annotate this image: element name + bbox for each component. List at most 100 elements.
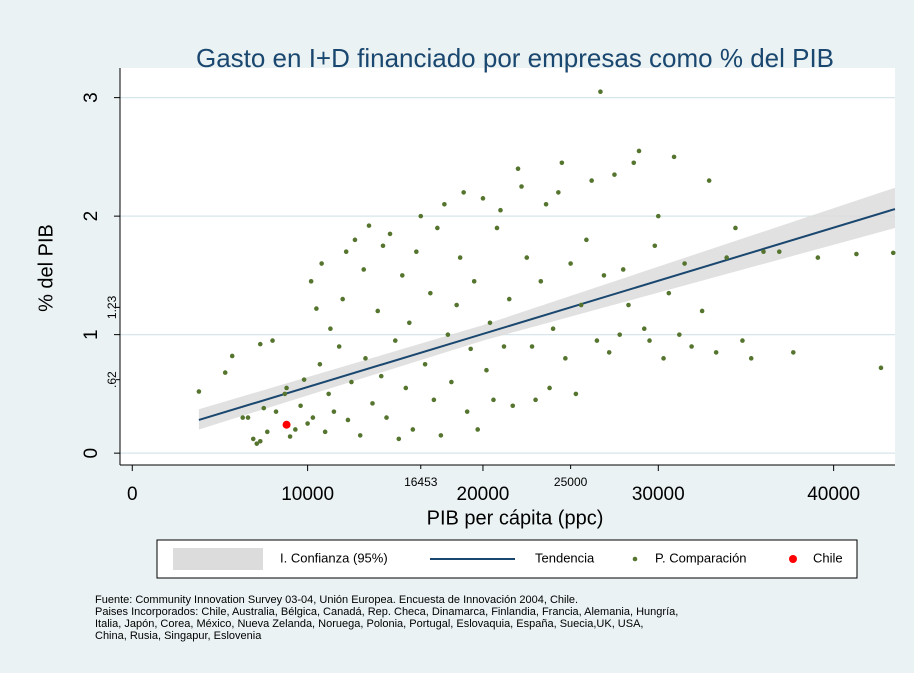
point bbox=[293, 427, 298, 432]
point bbox=[349, 379, 354, 385]
point bbox=[270, 338, 275, 343]
point bbox=[343, 249, 349, 254]
note-line: China, Rusia, Singapur, Eslovenia bbox=[95, 630, 262, 642]
point bbox=[301, 377, 307, 382]
legend-swatch bbox=[173, 548, 263, 570]
point bbox=[740, 338, 745, 343]
point bbox=[761, 249, 766, 254]
point bbox=[282, 391, 288, 397]
point bbox=[345, 417, 351, 423]
point bbox=[713, 350, 719, 355]
point bbox=[414, 249, 419, 254]
point bbox=[378, 373, 384, 379]
point bbox=[647, 338, 652, 343]
note-line: Fuente: Community Innovation Survey 03-0… bbox=[95, 594, 578, 606]
point bbox=[815, 255, 821, 260]
point bbox=[480, 196, 486, 201]
point bbox=[641, 326, 647, 332]
point bbox=[308, 279, 314, 284]
point bbox=[475, 427, 480, 432]
point bbox=[556, 190, 561, 195]
point bbox=[491, 397, 496, 403]
point bbox=[506, 296, 512, 302]
point bbox=[370, 401, 375, 406]
y-minor-tick-label: .62 bbox=[105, 371, 119, 388]
point bbox=[317, 361, 323, 367]
point bbox=[366, 223, 372, 228]
x-tick-label: 30000 bbox=[632, 484, 685, 505]
x-tick-label: 20000 bbox=[457, 484, 510, 505]
point bbox=[422, 361, 428, 367]
point bbox=[287, 434, 293, 439]
point bbox=[471, 279, 477, 284]
point bbox=[519, 184, 524, 189]
point bbox=[487, 320, 493, 326]
point bbox=[620, 267, 626, 272]
trend-line bbox=[198, 208, 896, 421]
point bbox=[380, 243, 386, 249]
point bbox=[543, 201, 549, 207]
point bbox=[652, 243, 658, 249]
y-minor-tick-label: 1.23 bbox=[105, 295, 119, 319]
y-tick-label: 3 bbox=[81, 92, 102, 103]
point bbox=[682, 261, 687, 266]
point bbox=[559, 160, 565, 166]
point bbox=[399, 273, 405, 278]
point bbox=[501, 344, 507, 349]
point bbox=[284, 385, 289, 391]
point bbox=[878, 365, 884, 371]
point bbox=[442, 201, 447, 207]
point bbox=[273, 409, 279, 414]
point bbox=[435, 225, 440, 231]
point bbox=[533, 397, 538, 403]
point bbox=[699, 308, 705, 314]
legend-marker bbox=[789, 555, 797, 563]
y-tick-label: 0 bbox=[81, 448, 102, 459]
point bbox=[352, 237, 358, 243]
legend-label: I. Confianza (95%) bbox=[280, 550, 388, 565]
point bbox=[498, 207, 503, 213]
legend bbox=[156, 539, 858, 579]
point bbox=[626, 302, 631, 308]
point bbox=[445, 332, 451, 337]
point bbox=[538, 279, 544, 284]
point bbox=[606, 350, 612, 355]
point bbox=[431, 397, 437, 403]
point bbox=[336, 344, 342, 349]
point bbox=[305, 421, 310, 426]
point bbox=[392, 338, 398, 343]
x-axis-label: PIB per cápita (ppc) bbox=[427, 507, 604, 529]
notes: Fuente: Community Innovation Survey 03-0… bbox=[95, 594, 678, 642]
point bbox=[438, 433, 444, 438]
point bbox=[655, 213, 661, 219]
point bbox=[407, 320, 412, 326]
point bbox=[468, 346, 473, 352]
note-line: Paises Incorporados: Chile, Australia, B… bbox=[95, 606, 678, 618]
point bbox=[584, 237, 589, 243]
point bbox=[791, 350, 796, 355]
point bbox=[677, 332, 682, 337]
point bbox=[854, 251, 859, 257]
point bbox=[319, 261, 324, 266]
point bbox=[396, 436, 402, 442]
point bbox=[363, 356, 368, 361]
point bbox=[563, 356, 568, 361]
point bbox=[617, 332, 623, 337]
point bbox=[428, 290, 433, 296]
point bbox=[449, 379, 454, 385]
x-minor-tick-label: 25000 bbox=[554, 475, 588, 489]
point bbox=[331, 409, 337, 414]
point bbox=[326, 391, 331, 397]
point bbox=[733, 225, 738, 231]
point bbox=[612, 172, 617, 177]
point bbox=[494, 225, 500, 231]
point bbox=[328, 326, 333, 332]
y-axis-label: % del PIB bbox=[35, 224, 57, 312]
point bbox=[524, 255, 530, 260]
point bbox=[387, 231, 393, 237]
point bbox=[418, 213, 424, 219]
point bbox=[601, 273, 607, 278]
point bbox=[890, 250, 896, 256]
x-tick-label: 0 bbox=[127, 484, 138, 505]
